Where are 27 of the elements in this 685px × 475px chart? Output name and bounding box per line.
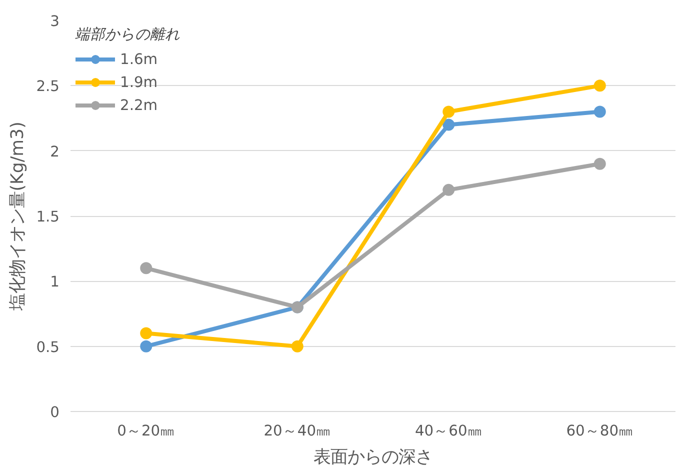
y-axis-title: 塩化物イオン量(Kg/m3): [8, 122, 28, 312]
x-tick-label: 60～80㎜: [566, 422, 634, 440]
point: [291, 340, 304, 352]
point: [594, 80, 606, 92]
y-tick-label: 2: [50, 143, 60, 160]
y-tick-label: 1.5: [36, 208, 60, 226]
point: [140, 340, 152, 352]
legend-label: 1.9m: [120, 74, 158, 90]
legend-label: 1.6m: [120, 50, 158, 68]
x-tick-label: 20～40㎜: [264, 422, 332, 440]
point: [594, 158, 606, 170]
point: [442, 118, 455, 131]
point: [594, 106, 606, 118]
legend-label: 2.2m: [120, 96, 158, 114]
x-tick-label: 0～20㎜: [117, 422, 176, 440]
y-tick-label: 1: [50, 274, 60, 291]
x-axis-title: 表面からの深さ: [314, 448, 432, 468]
y-tick-label: 3: [50, 13, 60, 30]
point: [140, 327, 152, 340]
point: [442, 184, 455, 196]
y-tick-label: 0: [50, 404, 60, 421]
x-tick-label: 40～60㎜: [414, 422, 482, 440]
y-tick-label: 2.5: [36, 78, 60, 96]
legend-title: 端部からの離れ: [75, 25, 180, 44]
point: [442, 106, 455, 118]
y-tick-label: 0.5: [36, 338, 60, 356]
point: [140, 262, 152, 274]
